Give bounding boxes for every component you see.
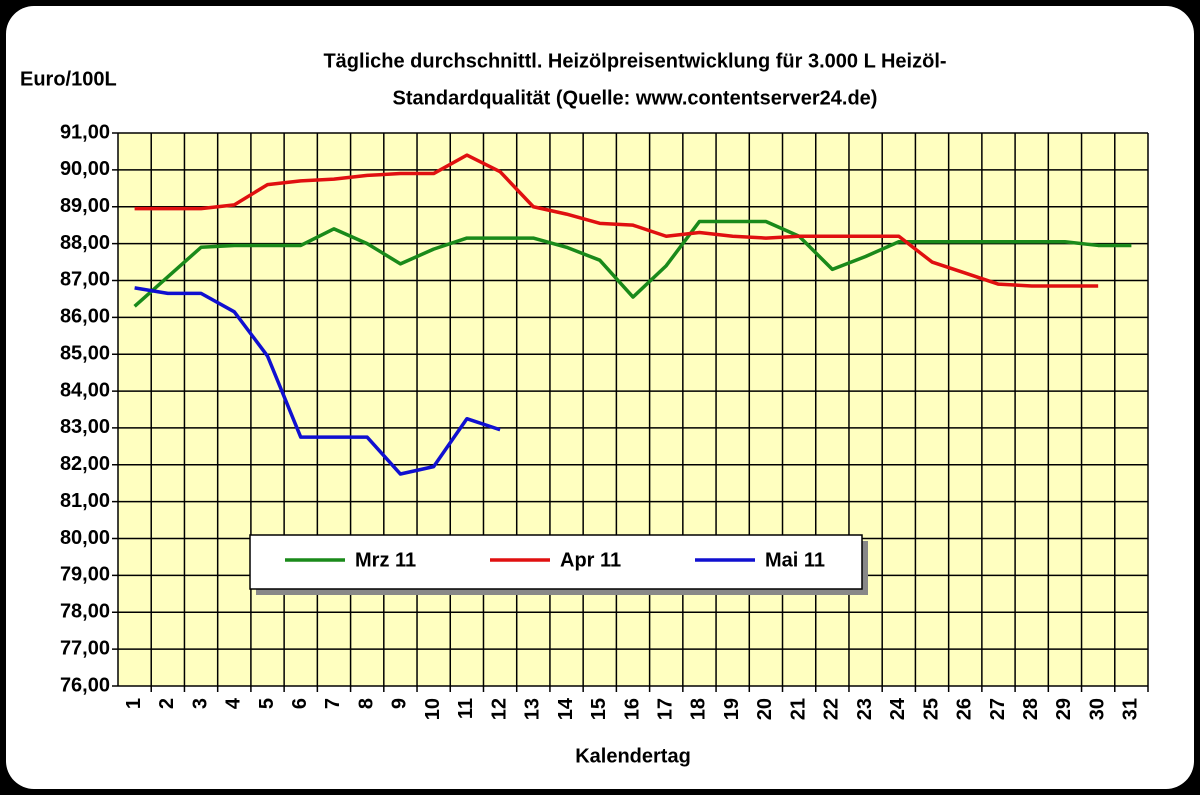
x-tick-label: 7 xyxy=(322,698,344,709)
x-tick-label: 5 xyxy=(256,698,278,709)
y-tick-label: 76,00 xyxy=(60,674,110,696)
y-tick-label: 79,00 xyxy=(60,564,110,586)
y-tick-label: 85,00 xyxy=(60,342,110,364)
y-tick-label: 91,00 xyxy=(60,121,110,143)
y-tick-label: 78,00 xyxy=(60,601,110,623)
y-tick-label: 80,00 xyxy=(60,527,110,549)
y-tick-label: 82,00 xyxy=(60,453,110,475)
x-tick-label: 12 xyxy=(488,698,510,720)
x-tick-label: 13 xyxy=(522,698,544,720)
x-tick-label: 2 xyxy=(156,698,178,709)
x-tick-label: 9 xyxy=(389,698,411,709)
x-tick-label: 29 xyxy=(1053,698,1075,720)
y-axis-label: Euro/100L xyxy=(20,68,117,90)
x-tick-label: 10 xyxy=(422,698,444,720)
y-tick-label: 90,00 xyxy=(60,158,110,180)
series-line xyxy=(134,153,1099,288)
chart-title: Standardqualität (Quelle: www.contentser… xyxy=(393,87,878,109)
x-tick-label: 3 xyxy=(189,698,211,709)
x-tick-label: 27 xyxy=(987,698,1009,720)
x-tick-label: 17 xyxy=(655,698,677,720)
y-tick-label: 87,00 xyxy=(60,269,110,291)
y-tick-label: 81,00 xyxy=(60,490,110,512)
lines xyxy=(133,153,1132,476)
x-tick-label: 8 xyxy=(355,698,377,709)
plot-area xyxy=(118,133,1148,686)
grid xyxy=(112,132,1149,692)
x-tick-label: 15 xyxy=(588,698,610,720)
legend-entries: Mrz 11 Apr 11 Mai 11 xyxy=(285,549,825,571)
y-tick-label: 88,00 xyxy=(60,232,110,254)
x-tick-label: 30 xyxy=(1086,698,1108,720)
x-tick-label: 6 xyxy=(289,698,311,709)
y-tick-label: 84,00 xyxy=(60,379,110,401)
x-tick-label: 18 xyxy=(688,698,710,720)
x-tick-label: 4 xyxy=(223,697,245,709)
x-tick-label: 16 xyxy=(621,698,643,720)
x-tick-label: 22 xyxy=(821,698,843,720)
series-line xyxy=(133,219,1132,308)
y-tick-label: 86,00 xyxy=(60,306,110,328)
x-tick-label: 11 xyxy=(455,698,477,719)
x-tick-label: 31 xyxy=(1120,698,1142,720)
series-line xyxy=(134,286,501,476)
legend-label: Mai 11 xyxy=(765,549,825,571)
x-tick-label: 24 xyxy=(887,697,909,720)
chart-title: Tägliche durchschnittl. Heizölpreisentwi… xyxy=(323,50,946,72)
x-tick-label: 21 xyxy=(787,698,809,720)
x-tick-label: 20 xyxy=(754,698,776,720)
x-tick-label: 19 xyxy=(721,698,743,720)
legend-label: Mrz 11 xyxy=(355,549,416,571)
x-axis-label: Kalendertag xyxy=(575,745,691,767)
y-tick-label: 89,00 xyxy=(60,195,110,217)
x-tick-label: 25 xyxy=(920,698,942,720)
x-tick-label: 28 xyxy=(1020,698,1042,720)
y-tick-label: 83,00 xyxy=(60,416,110,438)
legend xyxy=(249,534,863,590)
x-tick-label: 23 xyxy=(854,698,876,720)
x-tick-label: 1 xyxy=(123,698,145,709)
x-tick-label: 26 xyxy=(954,698,976,720)
x-tick-label: 14 xyxy=(555,697,577,720)
legend-label: Apr 11 xyxy=(560,549,621,571)
y-tick-label: 77,00 xyxy=(60,637,110,659)
